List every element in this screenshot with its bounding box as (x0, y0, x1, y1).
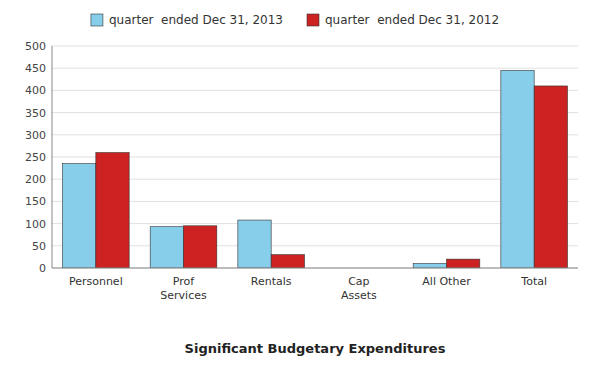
x-tick-label: All Other (422, 275, 471, 288)
legend-label: quarter ended Dec 31, 2013 (109, 13, 283, 27)
x-tick-label-line: Assets (341, 289, 377, 302)
x-axis-line (52, 268, 578, 269)
grid-line (52, 157, 578, 158)
y-axis: 0 50 100 150 200 250 300 350 400 450 500 (25, 40, 46, 275)
bar (271, 255, 304, 268)
x-tick-label: Total (520, 275, 547, 288)
grid-line (52, 90, 578, 91)
grid-line (52, 179, 578, 180)
y-axis-line (52, 46, 53, 268)
x-axis-label: Significant Budgetary Expenditures (185, 341, 446, 356)
legend: quarter ended Dec 31, 2013 quarter ended … (91, 13, 499, 27)
grid-line (52, 134, 578, 135)
x-tick-label: Rentals (251, 275, 292, 288)
grid-line (52, 68, 578, 69)
y-tick-label: 50 (32, 240, 46, 253)
y-tick-label: 200 (25, 173, 46, 186)
x-tick-label-line: Personnel (69, 275, 123, 288)
x-axis: Personnel ProfServices Rentals CapAssets All… (69, 275, 547, 302)
chart: 050100150200250300350400450500PersonnelP… (0, 0, 590, 367)
grid-line (52, 223, 578, 224)
legend-swatch (307, 14, 319, 26)
x-tick-label-line: Cap (348, 275, 369, 288)
bars (63, 70, 568, 268)
bar (501, 70, 534, 268)
bar (534, 86, 567, 268)
x-tick-label-line: Prof (173, 275, 195, 288)
y-tick-label: 100 (25, 218, 46, 231)
bar (150, 227, 183, 268)
y-tick-label: 450 (25, 62, 46, 75)
grid-line (52, 201, 578, 202)
legend-item: quarter ended Dec 31, 2012 (307, 13, 499, 27)
x-tick-label-line: All Other (422, 275, 471, 288)
legend-item: quarter ended Dec 31, 2013 (91, 13, 283, 27)
y-tick-label: 150 (25, 195, 46, 208)
y-tick-label: 300 (25, 129, 46, 142)
grid-line (52, 46, 578, 47)
y-tick-label: 0 (39, 262, 46, 275)
legend-label: quarter ended Dec 31, 2012 (325, 13, 499, 27)
bar (413, 264, 446, 268)
y-tick-label: 250 (25, 151, 46, 164)
bar (63, 164, 96, 268)
grid-line (52, 112, 578, 113)
x-tick-label-line: Rentals (251, 275, 292, 288)
chart-container: 050100150200250300350400450500PersonnelP… (0, 0, 590, 367)
legend-swatch (91, 14, 103, 26)
y-tick-label: 500 (25, 40, 46, 53)
bar (184, 226, 217, 268)
bar (96, 153, 129, 268)
bar (238, 220, 271, 268)
x-tick-label: ProfServices (160, 275, 207, 302)
grid (52, 46, 578, 268)
x-tick-label: CapAssets (341, 275, 377, 302)
y-tick-label: 400 (25, 84, 46, 97)
grid-line (52, 268, 578, 269)
x-tick-label-line: Services (160, 289, 207, 302)
x-tick-label-line: Total (520, 275, 547, 288)
x-tick-label: Personnel (69, 275, 123, 288)
y-tick-label: 350 (25, 107, 46, 120)
bar (447, 259, 480, 268)
grid-line (52, 245, 578, 246)
